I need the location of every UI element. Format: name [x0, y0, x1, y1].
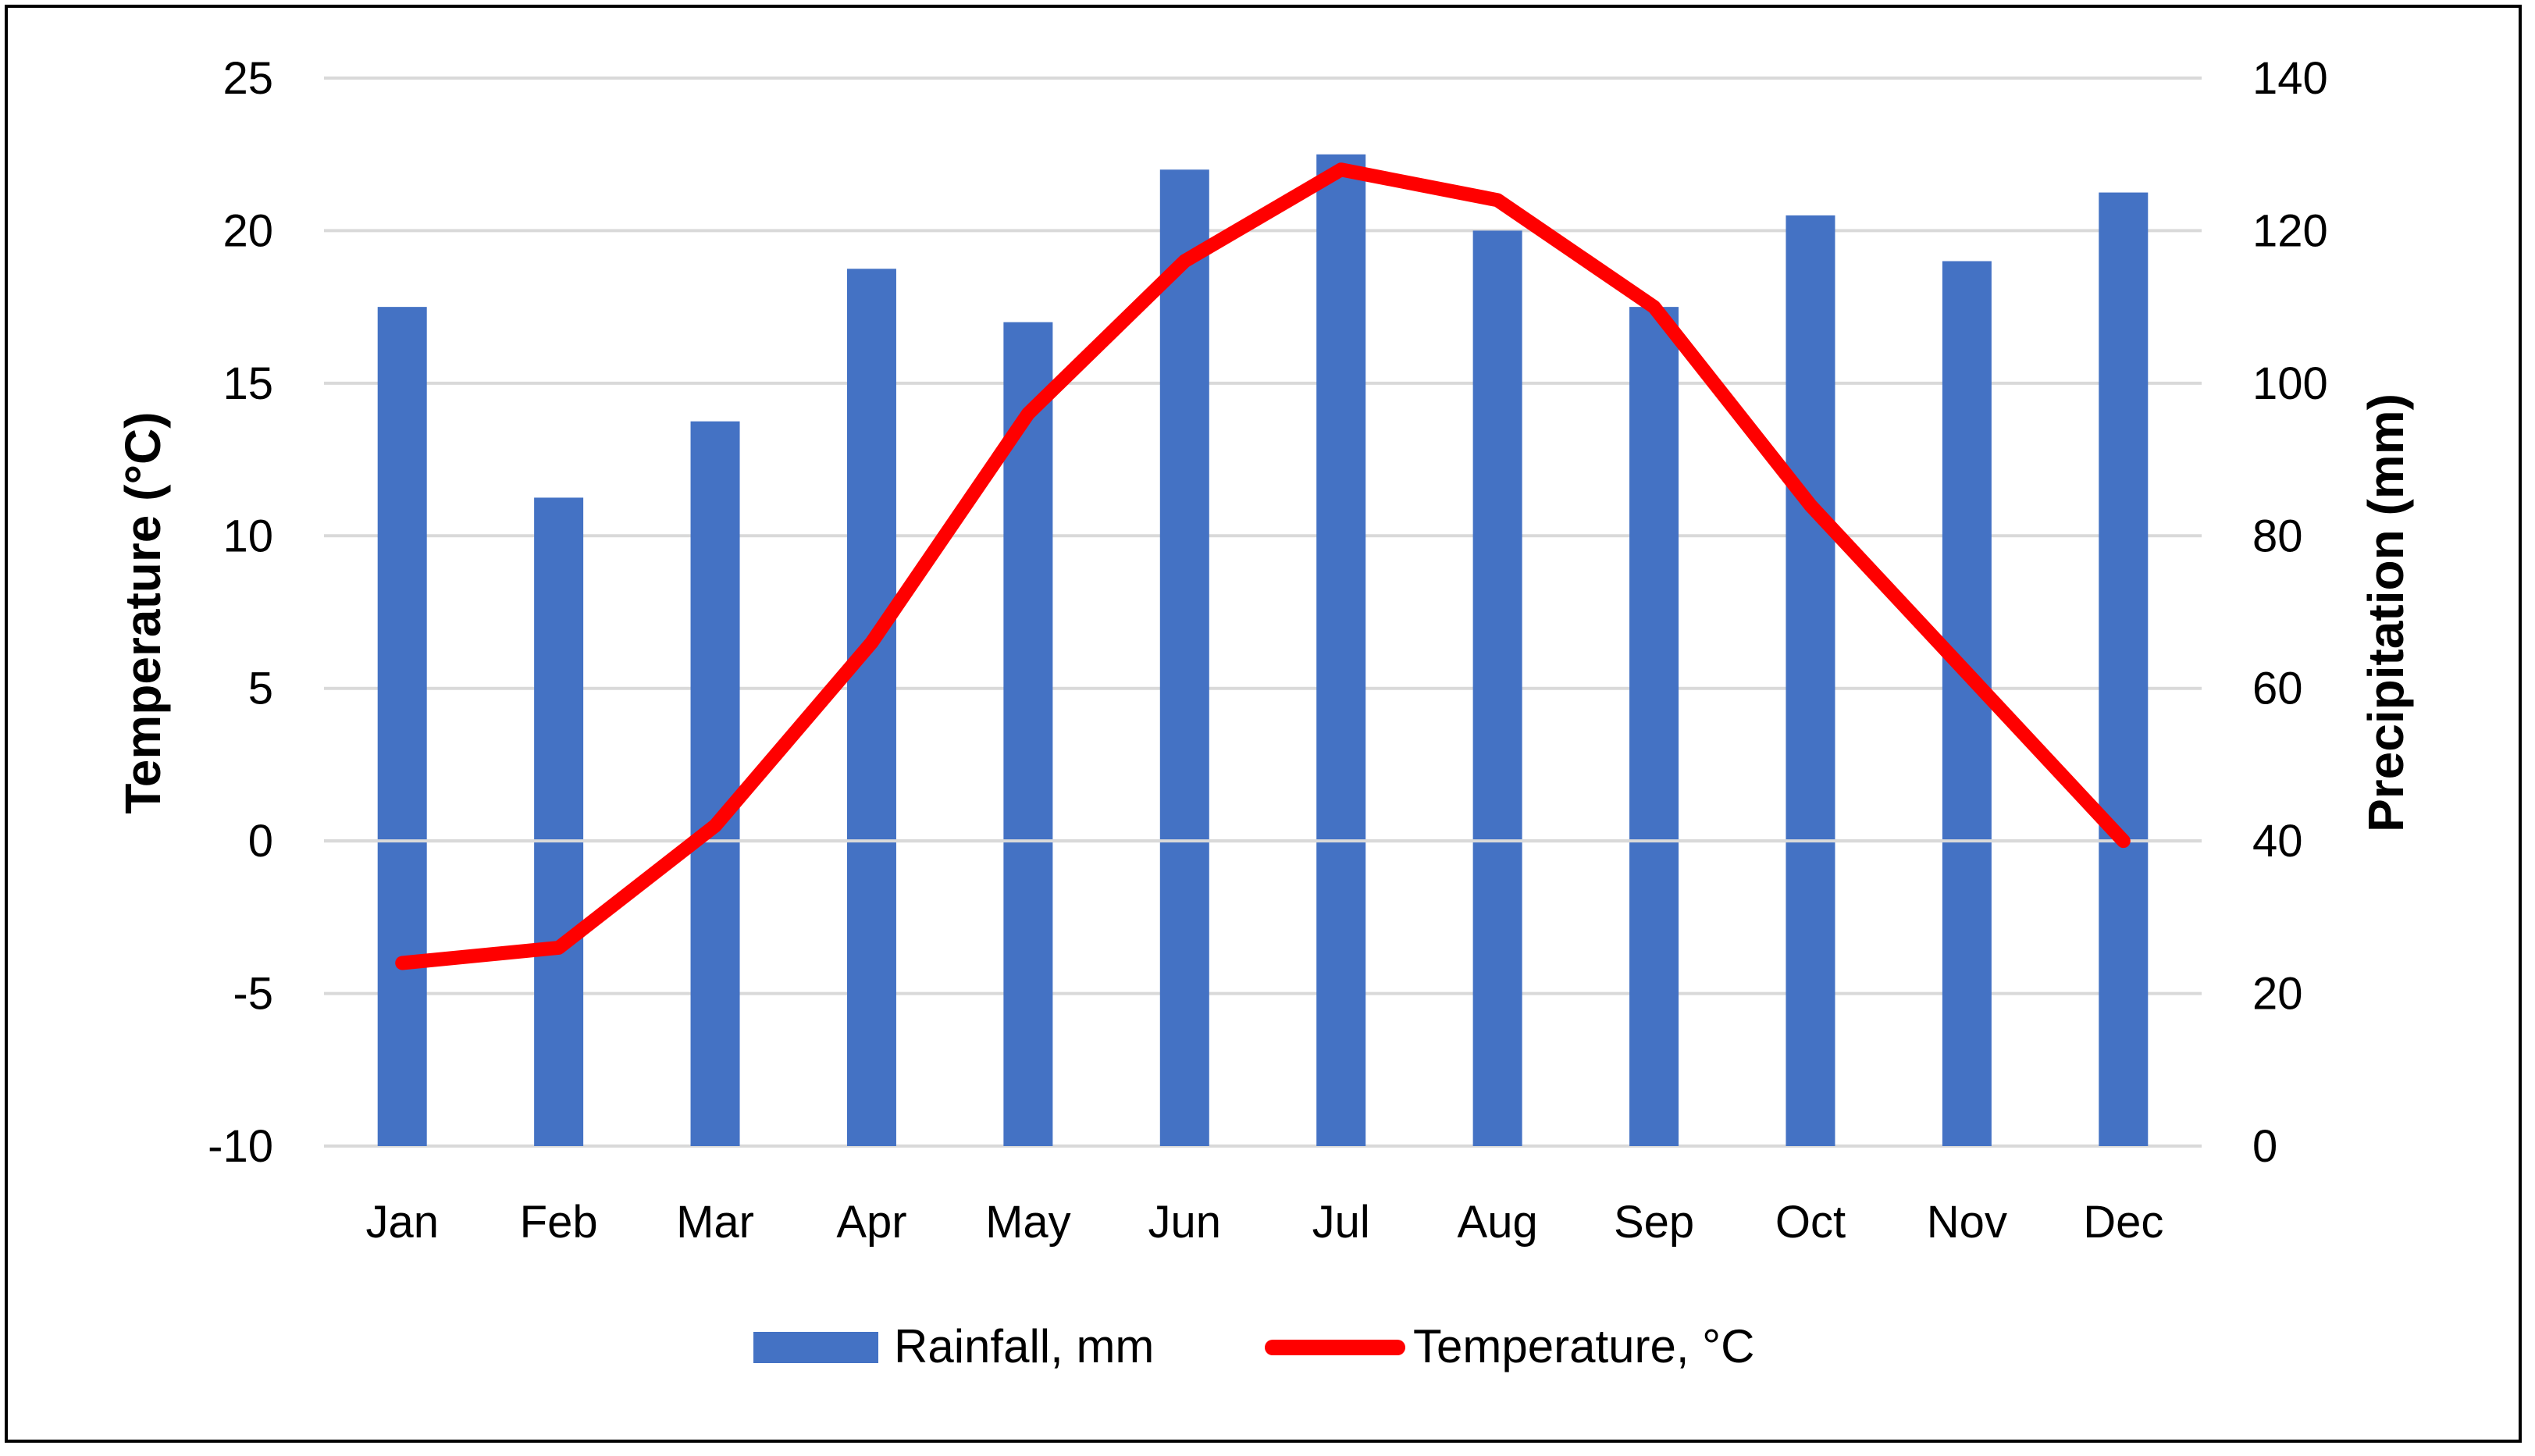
left-tick-label: 15: [223, 358, 273, 409]
x-tick-label: Oct: [1775, 1197, 1846, 1248]
left-axis-title: Temperature (°C): [115, 411, 171, 813]
x-tick-label: Aug: [1458, 1197, 1538, 1248]
rainfall-bar: [1159, 169, 1209, 1147]
rainfall-bar: [690, 421, 740, 1146]
right-tick-label: 100: [2252, 358, 2328, 409]
temperature-point: [1653, 306, 1655, 308]
rainfall-bar: [1003, 322, 1053, 1147]
left-tick-label: 0: [248, 816, 273, 867]
temperature-point: [1027, 412, 1029, 415]
temperature-point: [1184, 260, 1186, 262]
temperature-point: [557, 946, 560, 949]
rainfall-bar: [1629, 307, 1679, 1147]
legend-rainfall-swatch: [753, 1332, 878, 1363]
right-tick-label: 20: [2252, 969, 2303, 1020]
right-tick-label: 60: [2252, 664, 2303, 714]
rainfall-bar: [377, 307, 427, 1147]
temperature-point: [1809, 504, 1811, 507]
left-tick-label: -5: [233, 969, 273, 1020]
x-tick-label: Sep: [1614, 1197, 1694, 1248]
left-tick-label: 10: [223, 511, 273, 561]
left-tick-label: 25: [223, 53, 273, 104]
temperature-line: [395, 162, 2131, 970]
legend-temperature-label: Temperature, °C: [1413, 1320, 1755, 1372]
temperature-line-group: [395, 162, 2131, 970]
x-tick-label: Apr: [836, 1197, 906, 1248]
temperature-point: [401, 962, 404, 964]
right-tick-label: 140: [2252, 53, 2328, 104]
temperature-point: [1340, 169, 1342, 171]
right-tick-label: 0: [2252, 1121, 2277, 1172]
left-tick-label: -10: [208, 1121, 273, 1172]
x-tick-label: Nov: [1927, 1197, 2007, 1248]
rainfall-bar: [1786, 215, 1835, 1146]
temperature-point: [714, 824, 717, 827]
right-tick-label: 80: [2252, 511, 2303, 561]
rainfall-bar: [1942, 261, 1992, 1146]
left-tick-label: 20: [223, 205, 273, 256]
x-tick-label: May: [985, 1197, 1071, 1248]
x-tick-label: Jul: [1312, 1197, 1370, 1248]
left-tick-label: 5: [248, 664, 273, 714]
left-axis-ticks: 25 20 15 10 5 0 -5 -10: [208, 53, 273, 1172]
right-tick-label: 40: [2252, 816, 2303, 867]
temperature-point: [2122, 840, 2124, 842]
temperature-point: [871, 642, 873, 644]
temperature-point: [1966, 672, 1968, 675]
right-axis-title: Precipitation (mm): [2358, 393, 2414, 832]
x-tick-label: Jun: [1148, 1197, 1222, 1248]
right-axis-ticks: 140 120 100 80 60 40 20 0: [2252, 53, 2328, 1172]
rainfall-bar: [534, 497, 584, 1146]
rainfall-bar: [1472, 230, 1522, 1146]
rainfall-bar: [2099, 192, 2149, 1147]
rainfall-bar: [846, 269, 896, 1147]
rainfall-bar: [1316, 154, 1366, 1147]
x-axis-ticks: Jan Feb Mar Apr May Jun Jul Aug Sep Oct Nov Dec: [365, 1197, 2163, 1248]
right-tick-label: 120: [2252, 205, 2328, 256]
x-tick-label: Dec: [2083, 1197, 2163, 1248]
legend-rainfall-label: Rainfall, mm: [894, 1320, 1154, 1372]
rainfall-bars: [377, 154, 2149, 1147]
temperature-point: [1497, 199, 1499, 201]
x-tick-label: Mar: [676, 1197, 754, 1248]
gridlines: [324, 77, 2202, 1148]
x-tick-label: Jan: [365, 1197, 439, 1248]
x-tick-label: Feb: [520, 1197, 598, 1248]
legend: Rainfall, mm Temperature, °C: [753, 1320, 1755, 1372]
